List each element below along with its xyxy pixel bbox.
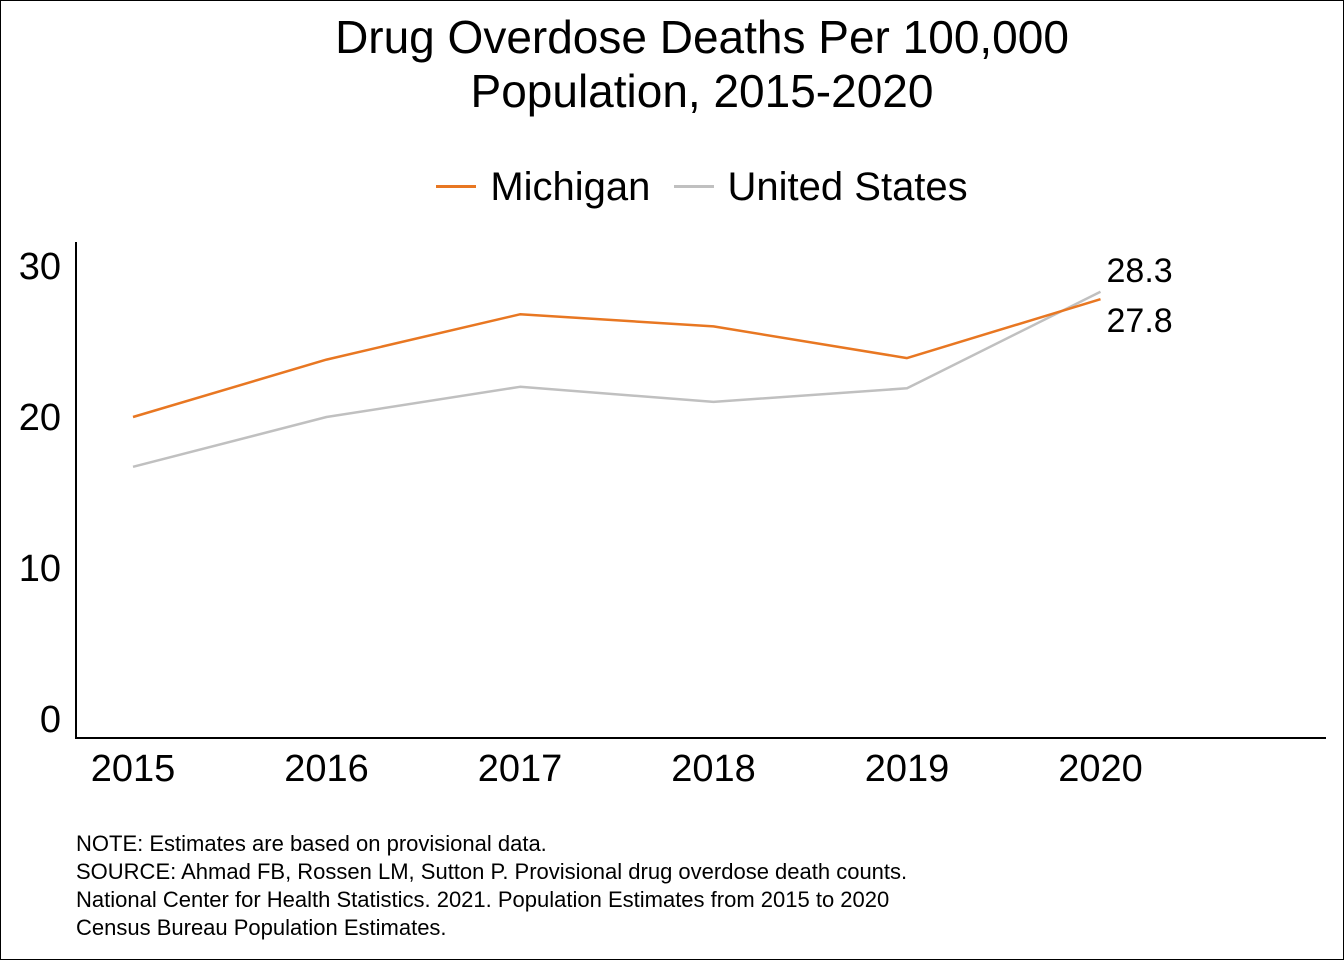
chart-title-line-1: Drug Overdose Deaths Per 100,000 bbox=[335, 11, 1069, 63]
legend-label-united-states: United States bbox=[727, 164, 968, 209]
legend-swatch-united-states bbox=[673, 185, 714, 188]
chart-title-line-2: Population, 2015-2020 bbox=[470, 65, 934, 117]
y-tick-label: 0 bbox=[40, 699, 61, 741]
legend-label-michigan: Michigan bbox=[490, 164, 651, 209]
source-line-3: Census Bureau Population Estimates. bbox=[76, 915, 447, 940]
chart-notes: NOTE: Estimates are based on provisional… bbox=[76, 830, 907, 942]
x-tick-label: 2015 bbox=[91, 748, 176, 790]
series-line-united-states bbox=[132, 290, 1102, 469]
x-tick-label: 2020 bbox=[1058, 748, 1143, 790]
x-tick-label: 2019 bbox=[865, 748, 950, 790]
legend-item-united-states: United States bbox=[673, 162, 968, 212]
series-line-michigan bbox=[132, 298, 1101, 419]
source-line-2: National Center for Health Statistics. 2… bbox=[76, 887, 890, 912]
y-tick-label: 20 bbox=[19, 397, 61, 439]
x-tick-label: 2017 bbox=[478, 748, 563, 790]
x-tick-label: 2016 bbox=[284, 748, 369, 790]
end-label-michigan: 27.8 bbox=[1107, 302, 1173, 340]
chart-legend: Michigan United States bbox=[0, 150, 1344, 212]
y-tick-label: 10 bbox=[19, 548, 61, 590]
legend-swatch-michigan bbox=[436, 185, 477, 188]
legend-item-michigan: Michigan bbox=[436, 162, 650, 212]
end-label-united-states: 28.3 bbox=[1107, 252, 1173, 290]
note-line-1: NOTE: Estimates are based on provisional… bbox=[76, 831, 547, 856]
x-tick-label: 2018 bbox=[671, 748, 756, 790]
y-tick-label: 30 bbox=[19, 246, 61, 288]
source-line-1: SOURCE: Ahmad FB, Rossen LM, Sutton P. P… bbox=[76, 859, 908, 884]
chart-title: Drug Overdose Deaths Per 100,000 Populat… bbox=[0, 10, 1344, 118]
